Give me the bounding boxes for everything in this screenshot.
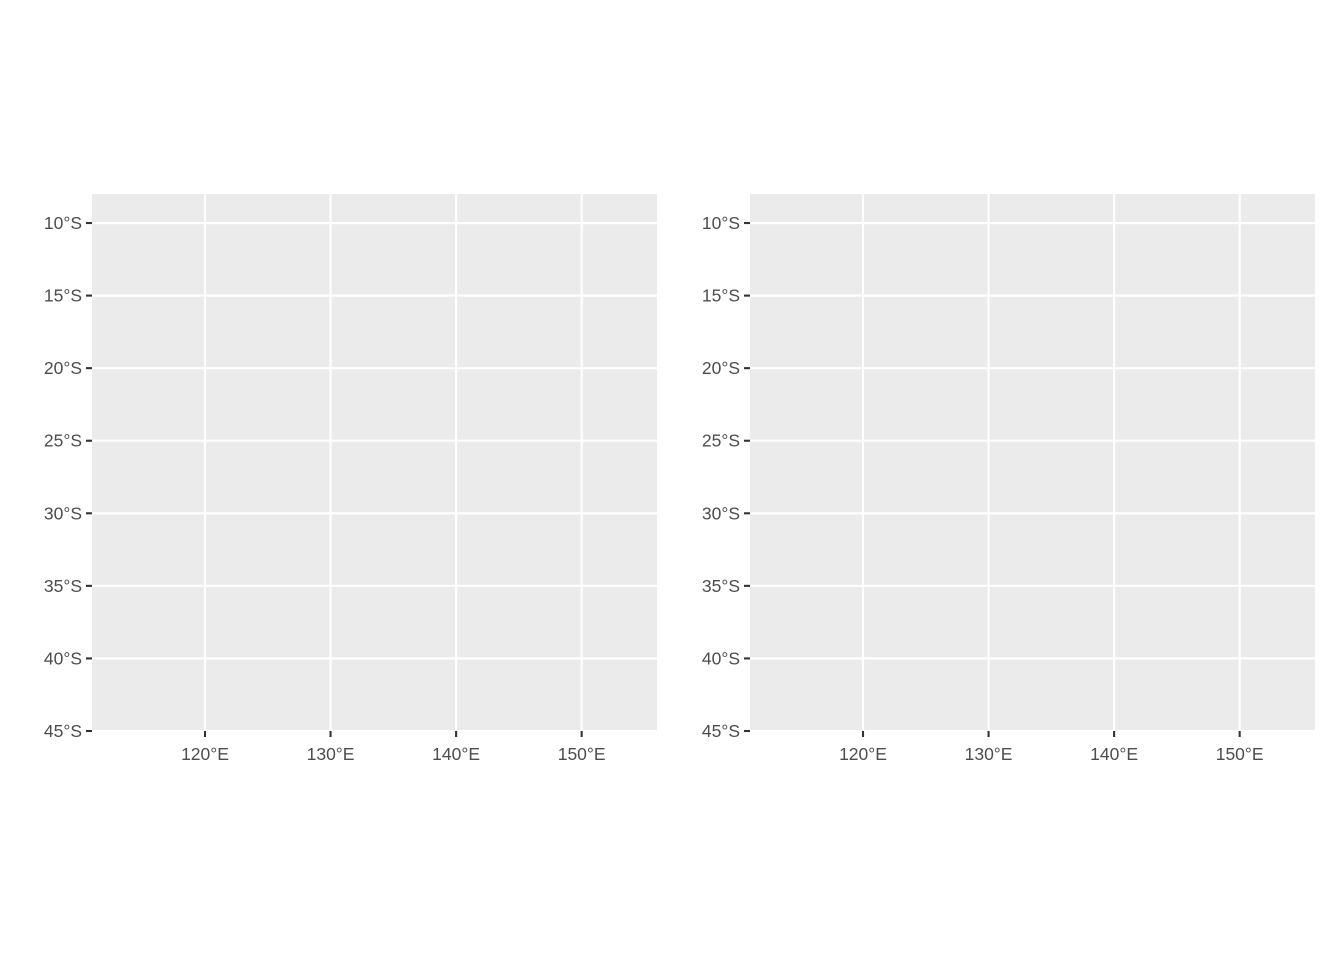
left-y-tick-label-5: 35°S (44, 576, 82, 596)
left-y-tick-label-6: 40°S (44, 648, 82, 668)
right-x-tick-label-1: 130°E (965, 744, 1013, 764)
left-y-tick-label-4: 30°S (44, 503, 82, 523)
right-y-tick-label-0: 10°S (702, 213, 740, 233)
left-y-tick-label-7: 45°S (44, 721, 82, 741)
left-x-tick-label-0: 120°E (181, 744, 229, 764)
left-y-tick-label-3: 25°S (44, 431, 82, 451)
right-y-tick-label-3: 25°S (702, 431, 740, 451)
right-y-tick-label-1: 15°S (702, 286, 740, 306)
right-x-tick-label-2: 140°E (1090, 744, 1138, 764)
left-y-tick-label-1: 15°S (44, 286, 82, 306)
left-panel-background (92, 194, 657, 731)
left-map-panel: 120°E 130°E 140°E 150°E 10°S 15°S 20°S 25°S 30°S… (44, 194, 657, 764)
left-axes: 120°E 130°E 140°E 150°E 10°S 15°S 20°S 25°S 30°S… (44, 213, 606, 764)
right-y-tick-label-4: 30°S (702, 503, 740, 523)
left-x-tick-label-2: 140°E (432, 744, 480, 764)
right-gridlines (750, 194, 1315, 733)
right-y-tick-label-5: 35°S (702, 576, 740, 596)
left-x-tick-label-3: 150°E (558, 744, 606, 764)
right-y-tick-label-6: 40°S (702, 648, 740, 668)
right-x-tick-label-3: 150°E (1216, 744, 1264, 764)
right-map-panel: 120°E 130°E 140°E 150°E 10°S 15°S 20°S 25°S 30°S… (702, 194, 1315, 764)
left-x-tick-label-1: 130°E (307, 744, 355, 764)
left-y-tick-label-0: 10°S (44, 213, 82, 233)
right-y-tick-label-7: 45°S (702, 721, 740, 741)
right-panel-background (750, 194, 1315, 731)
left-gridlines (92, 194, 657, 733)
right-x-tick-label-0: 120°E (839, 744, 887, 764)
right-y-tick-label-2: 20°S (702, 358, 740, 378)
left-y-tick-label-2: 20°S (44, 358, 82, 378)
right-axes: 120°E 130°E 140°E 150°E 10°S 15°S 20°S 25°S 30°S… (702, 213, 1264, 764)
